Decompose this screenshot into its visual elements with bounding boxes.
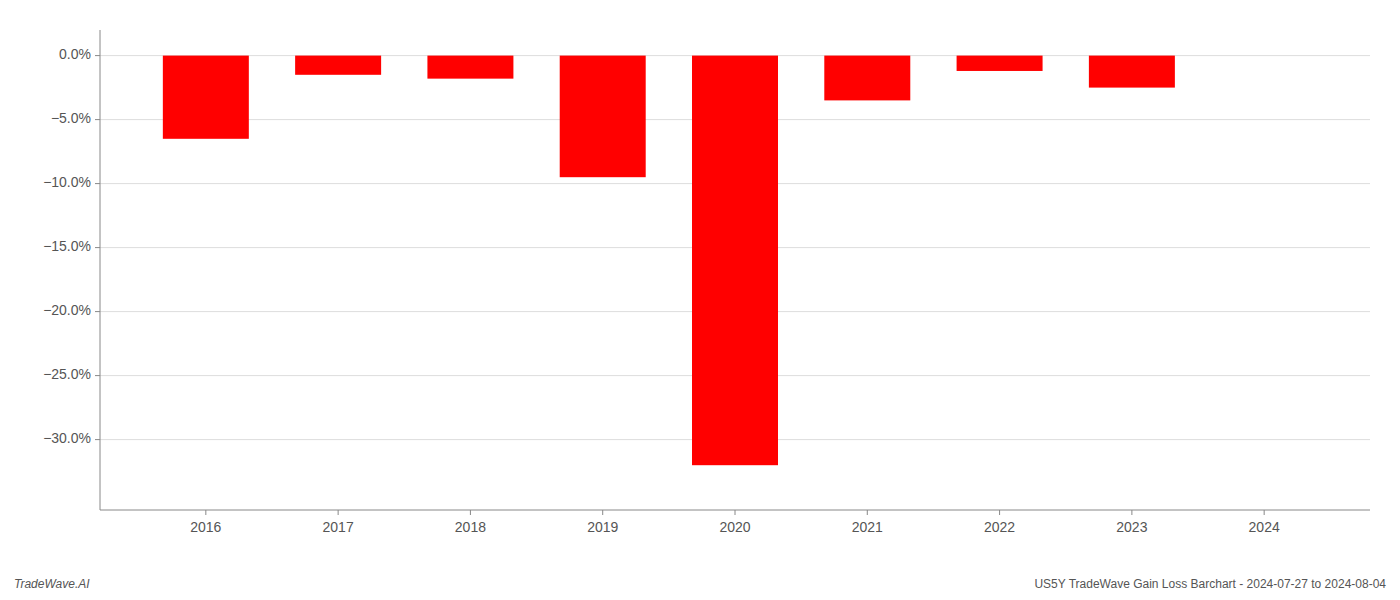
x-axis: 2016 2017 2018 2019 2020 2021 2022 2023 2024 (190, 510, 1280, 535)
x-tick-label: 2021 (852, 519, 883, 535)
x-tick (867, 510, 868, 515)
x-tick-label: 2022 (984, 519, 1015, 535)
bar (824, 56, 910, 101)
bar (1089, 56, 1175, 88)
x-tick-label: 2016 (190, 519, 221, 535)
x-tick-label: 2020 (719, 519, 750, 535)
annotation: TradeWave.AI (14, 577, 90, 591)
y-tick (95, 311, 100, 312)
bar (427, 56, 513, 79)
y-tick (95, 247, 100, 248)
y-tick (95, 55, 100, 56)
y-tick-label: −5.0% (51, 110, 91, 126)
x-tick-label: 2018 (455, 519, 486, 535)
y-tick-label: −25.0% (43, 366, 91, 382)
x-tick-label: 2019 (587, 519, 618, 535)
x-tick-label: 2023 (1116, 519, 1147, 535)
bar (163, 56, 249, 139)
bars (163, 56, 1175, 466)
y-tick-label: −20.0% (43, 302, 91, 318)
bar (560, 56, 646, 178)
y-tick-label: −30.0% (43, 430, 91, 446)
y-tick (95, 439, 100, 440)
y-tick-label: −10.0% (43, 174, 91, 190)
y-tick (95, 375, 100, 376)
x-tick (999, 510, 1000, 515)
x-tick (338, 510, 339, 515)
x-tick (205, 510, 206, 515)
y-tick (95, 183, 100, 184)
bar (295, 56, 381, 75)
x-tick (602, 510, 603, 515)
x-tick-label: 2024 (1249, 519, 1280, 535)
chart-container: 0.0% −5.0% −10.0% −15.0% −20.0% −25.0% −30.0% 2… (0, 0, 1400, 600)
y-axis-line (100, 30, 101, 510)
chart: 0.0% −5.0% −10.0% −15.0% −20.0% −25.0% −30.0% 2… (0, 0, 1400, 600)
x-tick (735, 510, 736, 515)
axes (100, 30, 1370, 510)
x-tick (1264, 510, 1265, 515)
bar (692, 56, 778, 466)
y-tick (95, 119, 100, 120)
y-tick-label: 0.0% (59, 46, 91, 62)
x-tick-label: 2017 (323, 519, 354, 535)
y-axis: 0.0% −5.0% −10.0% −15.0% −20.0% −25.0% −30.0% (43, 46, 100, 446)
bar (957, 56, 1043, 71)
x-tick (470, 510, 471, 515)
y-tick-label: −15.0% (43, 238, 91, 254)
title: US5Y TradeWave Gain Loss Barchart - 2024… (1034, 577, 1386, 591)
x-tick (1131, 510, 1132, 515)
